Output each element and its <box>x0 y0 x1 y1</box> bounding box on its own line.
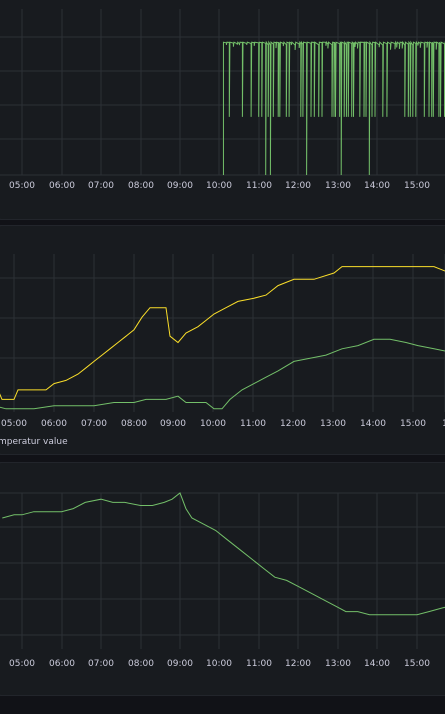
x-tick-label: 07:00 <box>81 419 107 429</box>
x-tick-label: 07:00 <box>88 181 114 191</box>
x-tick-label: 09:00 <box>160 419 186 429</box>
x-tick-label: 12:00 <box>285 659 311 669</box>
x-tick-label: 13:00 <box>320 419 346 429</box>
x-tick-label: 05:00 <box>9 659 35 669</box>
x-tick-label: 15:00 <box>404 181 430 191</box>
x-tick-label: 10:00 <box>206 181 232 191</box>
x-tick-label: 09:00 <box>167 659 193 669</box>
x-tick-label: 08:00 <box>128 181 154 191</box>
chart-3: 05:00 06:00 07:00 08:00 09:00 10:00 11:00 12:00… <box>0 492 445 669</box>
x-tick-label: 14:00 <box>364 659 390 669</box>
grid <box>0 9 445 176</box>
x-tick-label: 12:00 <box>285 181 311 191</box>
chart-1: 05:00 06:00 07:00 08:00 09:00 10:00 11:00 12:00… <box>0 9 445 191</box>
x-tick-label: 15:00 <box>404 659 430 669</box>
x-tick-label: 11:00 <box>240 419 266 429</box>
x-tick-label: 10:00 <box>200 419 226 429</box>
legend-label: mperatur value <box>0 437 68 447</box>
series-line-1 <box>222 40 445 176</box>
x-tick-label: 08:00 <box>121 419 147 429</box>
series-line-2 <box>0 338 445 410</box>
x-tick-label: 14:00 <box>364 181 390 191</box>
x-tick-label: 09:00 <box>167 181 193 191</box>
x-tick-label: 06:00 <box>49 659 75 669</box>
panel-2: 05:00 06:00 07:00 08:00 09:00 10:00 11:00 12:00… <box>0 225 445 455</box>
x-tick-label: 11:00 <box>246 659 272 669</box>
grid <box>0 254 445 412</box>
x-tick-label: 05:00 <box>9 181 35 191</box>
x-tick-label: 15:00 <box>400 419 426 429</box>
x-tick-label: 11:00 <box>246 181 272 191</box>
x-tick-label: 06:00 <box>41 419 67 429</box>
series-line-1 <box>2 492 445 616</box>
x-tick-label: 05:00 <box>1 419 27 429</box>
grid <box>0 492 445 649</box>
x-tick-label: 13:00 <box>325 181 351 191</box>
series-line-1 <box>0 266 445 400</box>
x-tick-label: 10:00 <box>206 659 232 669</box>
chart-2: 05:00 06:00 07:00 08:00 09:00 10:00 11:00 12:00… <box>0 254 445 447</box>
x-tick-label: 13:00 <box>325 659 351 669</box>
x-tick-label: 07:00 <box>88 659 114 669</box>
panel-3: 05:00 06:00 07:00 08:00 09:00 10:00 11:00 12:00… <box>0 462 445 696</box>
x-tick-label: 12:00 <box>280 419 306 429</box>
x-tick-label: 08:00 <box>128 659 154 669</box>
x-tick-label: 14:00 <box>360 419 386 429</box>
x-tick-label: 06:00 <box>49 181 75 191</box>
panel-1: 05:00 06:00 07:00 08:00 09:00 10:00 11:00 12:00… <box>0 0 445 220</box>
x-tick-label: 1 <box>442 419 445 429</box>
